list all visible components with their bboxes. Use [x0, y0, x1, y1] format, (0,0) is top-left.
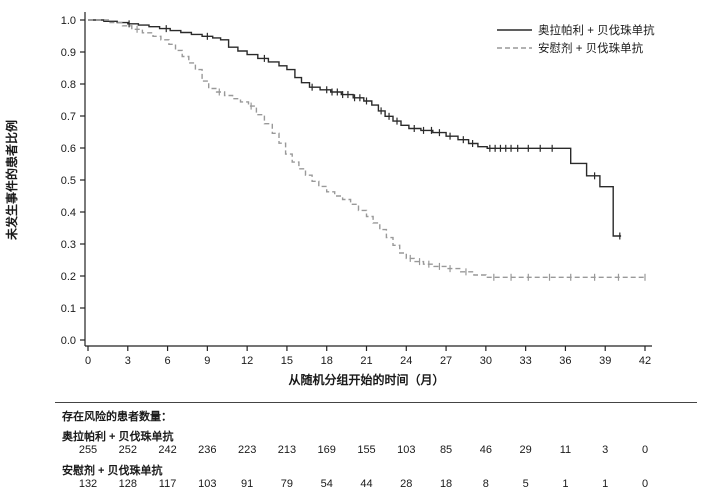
- x-tick-label: 30: [480, 355, 492, 367]
- y-tick-label: 0.9: [61, 47, 76, 59]
- km-plot: 0.00.10.20.30.40.50.60.70.80.91.00 3 6 9 12 1…: [4, 12, 655, 387]
- risk-count: 1: [562, 478, 569, 490]
- y-tick-label: 0.0: [61, 335, 76, 347]
- series-curve-0: [88, 19, 622, 237]
- risk-count: 18: [439, 478, 453, 490]
- risk-group-label: 安慰剂 + 贝伐珠单抗: [62, 465, 163, 477]
- risk-table-divider: [55, 402, 697, 403]
- x-tick-label: 36: [559, 355, 571, 367]
- x-tick-label: 15: [281, 355, 293, 367]
- risk-count: 169: [317, 444, 336, 456]
- x-tick-label: 39: [599, 355, 611, 367]
- y-tick-label: 1.0: [61, 15, 76, 27]
- risk-count: 117: [158, 478, 177, 490]
- risk-count: 28: [400, 478, 413, 490]
- risk-rows: 奥拉帕利 + 贝伐珠单抗 255 252 242 236 223 213 169 155 103 8…: [0, 428, 709, 492]
- risk-counts-row: 132 128 117 103 91 79 54 44 28 18 8 5 1 1 0: [0, 478, 709, 492]
- risk-table: 存在风险的患者数量： 奥拉帕利 + 贝伐珠单抗 255 252 242 236 223 21…: [0, 402, 709, 492]
- risk-count: 54: [320, 478, 333, 490]
- x-tick-label: 18: [321, 355, 333, 367]
- risk-count: 252: [118, 444, 137, 456]
- series-curve-1: [88, 19, 645, 278]
- risk-count: 213: [277, 444, 297, 456]
- legend-label: 奥拉帕利 + 贝伐珠单抗: [538, 23, 655, 37]
- risk-count: 5: [522, 478, 529, 490]
- risk-count: 79: [280, 478, 294, 490]
- risk-count: 3: [602, 444, 609, 456]
- x-tick-label: 3: [125, 355, 131, 367]
- risk-count: 103: [397, 444, 416, 456]
- y-tick-label: 0.4: [61, 207, 76, 219]
- risk-count: 85: [439, 444, 453, 456]
- y-tick-label: 0.6: [61, 143, 76, 155]
- risk-count: 236: [198, 444, 217, 456]
- risk-count: 44: [360, 478, 373, 490]
- risk-count: 128: [118, 478, 137, 490]
- x-tick-label: 27: [440, 355, 452, 367]
- legend-label: 安慰剂 + 贝伐珠单抗: [538, 41, 644, 55]
- y-tick-label: 0.8: [61, 79, 76, 91]
- x-tick-label: 6: [165, 355, 171, 367]
- x-tick-label: 24: [400, 355, 412, 367]
- risk-count: 1: [602, 478, 609, 490]
- risk-count: 91: [241, 478, 254, 490]
- risk-count: 8: [482, 478, 489, 490]
- risk-count: 0: [641, 444, 649, 456]
- risk-count: 0: [641, 478, 649, 490]
- x-tick-label: 12: [241, 355, 253, 367]
- risk-group-label: 奥拉帕利 + 贝伐珠单抗: [62, 431, 174, 443]
- risk-count: 242: [158, 444, 177, 456]
- x-tick-label: 21: [360, 355, 372, 367]
- x-tick-label: 42: [639, 355, 651, 367]
- y-tick-label: 0.2: [61, 271, 76, 283]
- risk-count: 155: [357, 444, 376, 456]
- risk-count: 132: [78, 478, 98, 490]
- x-axis-title: 从随机分组开始的时间（月）: [288, 372, 444, 387]
- x-tick-label: 33: [520, 355, 532, 367]
- x-tick-label: 9: [204, 355, 210, 367]
- y-tick-label: 0.3: [61, 239, 76, 251]
- x-tick-label: 0: [85, 355, 91, 367]
- risk-count: 11: [559, 444, 572, 456]
- y-tick-label: 0.1: [61, 303, 76, 315]
- risk-table-header: 存在风险的患者数量：: [62, 411, 172, 423]
- risk-count: 223: [237, 444, 257, 456]
- risk-count: 46: [479, 444, 492, 456]
- risk-count: 103: [198, 478, 217, 490]
- y-tick-label: 0.5: [61, 175, 76, 187]
- risk-count: 29: [519, 444, 532, 456]
- y-axis-title: 未发生事件的患者比例: [4, 120, 19, 241]
- y-tick-label: 0.7: [61, 111, 76, 123]
- risk-count: 255: [78, 444, 98, 456]
- risk-counts-row: 255 252 242 236 223 213 169 155 103 85 46 29 11 3 0: [0, 444, 709, 458]
